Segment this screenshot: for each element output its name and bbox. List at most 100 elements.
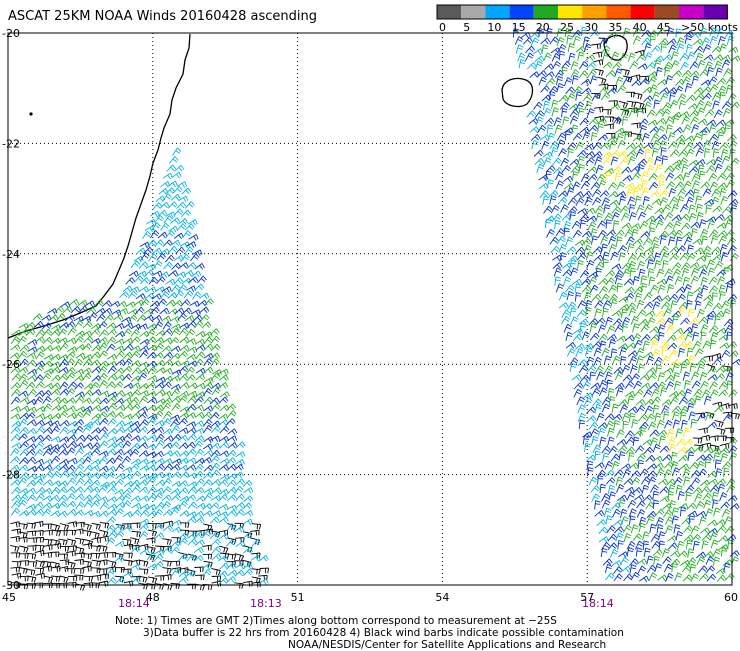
wind-barb bbox=[715, 468, 723, 478]
wind-barb bbox=[602, 51, 610, 62]
wind-barb bbox=[591, 294, 602, 302]
wind-barb bbox=[680, 222, 691, 231]
wind-barb bbox=[618, 451, 626, 461]
wind-barb bbox=[170, 560, 181, 567]
wind-barb bbox=[149, 306, 160, 315]
wind-barb bbox=[685, 491, 692, 502]
wind-barb bbox=[707, 267, 716, 277]
wind-barb bbox=[35, 406, 46, 413]
wind-barb bbox=[594, 403, 602, 414]
wind-barb bbox=[170, 507, 180, 516]
wind-barb bbox=[670, 550, 681, 557]
wind-barb bbox=[147, 413, 158, 421]
wind-barb bbox=[642, 340, 651, 350]
wind-barb bbox=[542, 151, 553, 159]
wind-barb bbox=[34, 440, 45, 449]
wind-barb bbox=[42, 487, 53, 495]
wind-barb bbox=[82, 343, 92, 351]
wind-barb bbox=[144, 269, 155, 277]
wind-barb bbox=[626, 491, 636, 501]
wind-barb bbox=[616, 483, 625, 493]
wind-barb bbox=[243, 487, 254, 494]
speed-legend-bar bbox=[436, 4, 728, 20]
wind-barb bbox=[154, 523, 164, 531]
wind-barb bbox=[234, 569, 245, 577]
wind-barb bbox=[641, 37, 651, 46]
wind-barb bbox=[665, 572, 674, 582]
wind-barb bbox=[657, 284, 666, 294]
wind-barb bbox=[666, 27, 675, 37]
wind-barb bbox=[19, 344, 30, 352]
wind-barb bbox=[649, 334, 660, 342]
wind-barb bbox=[586, 466, 594, 477]
wind-barb bbox=[209, 328, 220, 336]
wind-barb bbox=[685, 43, 693, 54]
wind-barb bbox=[586, 365, 597, 373]
wind-barb bbox=[669, 253, 679, 261]
wind-barb bbox=[227, 428, 238, 435]
wind-barb bbox=[137, 323, 148, 330]
wind-barb bbox=[664, 525, 674, 534]
wind-barb bbox=[696, 363, 705, 373]
legend-label: 5 bbox=[463, 21, 470, 34]
wind-barb bbox=[161, 390, 172, 398]
wind-barb bbox=[42, 502, 53, 509]
wind-barb bbox=[728, 46, 739, 54]
wind-barb bbox=[186, 516, 197, 524]
wind-barb bbox=[700, 79, 711, 87]
wind-barb bbox=[669, 149, 680, 157]
wind-barb bbox=[194, 457, 205, 465]
wind-barb bbox=[42, 396, 52, 405]
wind-barb bbox=[644, 204, 653, 213]
wind-barb bbox=[18, 457, 29, 465]
wind-barb bbox=[168, 225, 179, 233]
wind-barb bbox=[178, 327, 189, 336]
wind-barb bbox=[571, 374, 582, 381]
wind-barb bbox=[167, 180, 178, 188]
wind-barb bbox=[58, 458, 69, 466]
wind-barb bbox=[210, 425, 221, 433]
wind-barb bbox=[604, 123, 614, 130]
wind-barb bbox=[546, 124, 554, 134]
wind-barb bbox=[726, 484, 736, 493]
wind-barb bbox=[712, 556, 721, 566]
wind-barb bbox=[704, 61, 714, 71]
wind-barb bbox=[186, 241, 197, 248]
wind-barb bbox=[186, 472, 197, 480]
wind-barb bbox=[203, 358, 213, 367]
wind-barb bbox=[667, 542, 678, 550]
wind-barb bbox=[588, 125, 599, 133]
wind-barb bbox=[718, 284, 726, 294]
wind-barb bbox=[721, 59, 731, 69]
wind-barb bbox=[138, 435, 149, 443]
wind-barb bbox=[534, 157, 545, 166]
wind-barb bbox=[661, 155, 669, 165]
wind-barb bbox=[698, 316, 708, 325]
wind-barb bbox=[694, 395, 702, 405]
wind-barb bbox=[65, 397, 76, 404]
wind-barb bbox=[605, 269, 616, 278]
wind-barb bbox=[82, 358, 93, 367]
wind-barb bbox=[643, 292, 653, 301]
wind-barb bbox=[106, 496, 117, 503]
wind-barb bbox=[235, 493, 245, 502]
wind-barb bbox=[706, 314, 714, 325]
wind-barb bbox=[702, 188, 712, 197]
wind-barb bbox=[653, 252, 662, 262]
wind-barb bbox=[125, 277, 136, 285]
wind-barb bbox=[652, 348, 661, 358]
wind-barb bbox=[65, 321, 76, 329]
wind-barb bbox=[122, 365, 133, 374]
wind-barb bbox=[122, 413, 133, 421]
wind-barb bbox=[210, 352, 221, 360]
wind-barb bbox=[251, 523, 262, 530]
wind-barb bbox=[604, 168, 615, 175]
wind-barb bbox=[113, 523, 124, 532]
wind-barb bbox=[121, 455, 132, 464]
wind-barb bbox=[666, 428, 675, 438]
legend-swatch bbox=[606, 5, 631, 19]
wind-barb bbox=[178, 350, 188, 359]
wind-barb bbox=[696, 460, 705, 470]
wind-barb bbox=[661, 355, 671, 365]
wind-barb bbox=[73, 315, 84, 323]
